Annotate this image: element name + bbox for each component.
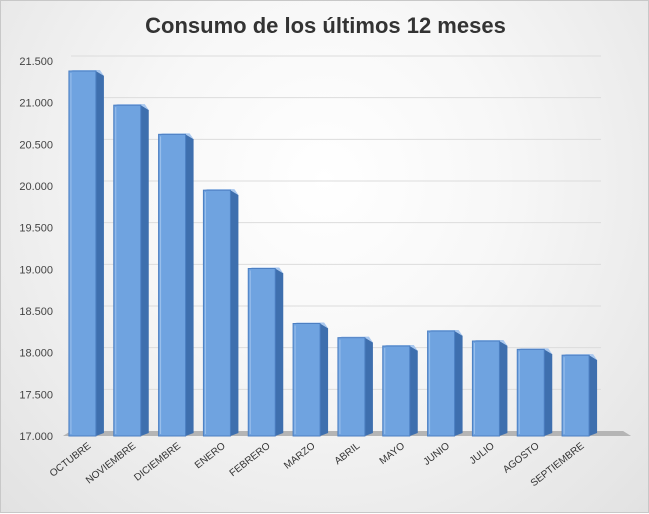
bar xyxy=(247,268,276,437)
bar-side xyxy=(589,355,598,436)
y-tick-label: 19.500 xyxy=(19,223,53,235)
x-category-label: ABRIL xyxy=(333,440,363,467)
y-tick-label: 18.000 xyxy=(19,348,53,360)
bar-side xyxy=(409,346,418,436)
bar xyxy=(516,348,545,437)
bar-side xyxy=(95,71,104,436)
bar xyxy=(158,133,187,437)
x-category-label: JUNIO xyxy=(422,441,453,468)
bar xyxy=(113,104,142,437)
chart-title: Consumo de los últimos 12 meses xyxy=(145,13,506,38)
y-tick-label: 20.000 xyxy=(19,181,53,193)
bar-side xyxy=(544,349,553,436)
bar xyxy=(68,70,97,437)
x-category-label: NOVIEMBRE xyxy=(84,440,138,486)
bar xyxy=(427,330,456,437)
x-category-label: ENERO xyxy=(193,441,228,472)
bar xyxy=(292,323,321,437)
bar-side xyxy=(140,105,149,437)
bar-side xyxy=(275,268,284,436)
x-category-label: AGOSTO xyxy=(501,441,542,476)
y-tick-label: 21.000 xyxy=(19,98,53,110)
bar-side xyxy=(185,134,194,437)
y-tick-label: 20.500 xyxy=(19,139,53,151)
x-category-label: OCTUBRE xyxy=(48,441,94,480)
x-category-label: DICIEMBRE xyxy=(132,440,183,483)
bar xyxy=(382,345,411,437)
y-tick-label: 17.500 xyxy=(19,389,53,401)
y-tick-label: 18.500 xyxy=(19,306,53,318)
bar xyxy=(561,354,590,437)
x-category-label: MAYO xyxy=(378,441,408,467)
bar-side xyxy=(230,190,239,436)
bar xyxy=(471,340,500,437)
y-tick-label: 17.000 xyxy=(19,431,53,443)
x-category-label: FEBRERO xyxy=(228,441,273,480)
x-category-label: MARZO xyxy=(282,441,317,472)
y-tick-label: 19.000 xyxy=(19,264,53,276)
bar xyxy=(202,189,231,437)
x-category-label: JULIO xyxy=(468,441,497,467)
bar-side xyxy=(499,341,508,436)
y-tick-label: 21.500 xyxy=(19,56,53,68)
bar-side xyxy=(454,331,463,436)
bar xyxy=(337,337,366,437)
bar-side xyxy=(364,337,373,436)
bar-side xyxy=(320,323,329,436)
